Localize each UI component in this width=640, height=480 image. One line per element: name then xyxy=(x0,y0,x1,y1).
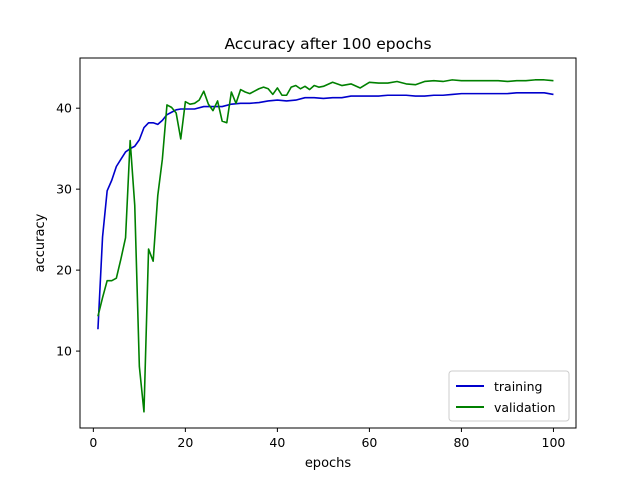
legend: training validation xyxy=(448,370,570,422)
x-axis: 0 20 40 60 80 100 xyxy=(89,428,565,450)
y-tick-label: 20 xyxy=(56,263,72,278)
series-layer xyxy=(97,79,554,413)
x-tick-label: 100 xyxy=(542,435,566,450)
y-tick-label: 10 xyxy=(56,344,72,359)
x-tick-label: 80 xyxy=(453,435,469,450)
y-tick-label: 30 xyxy=(56,182,72,197)
y-axis: 10 20 30 40 xyxy=(56,101,80,359)
series-line-validation xyxy=(97,79,554,413)
x-tick-label: 20 xyxy=(177,435,193,450)
x-tick-label: 0 xyxy=(89,435,97,450)
legend-label-validation: validation xyxy=(494,400,556,415)
y-tick-label: 40 xyxy=(56,101,72,116)
series-line-training xyxy=(97,92,554,330)
legend-box xyxy=(448,370,570,422)
y-axis-label: accuracy xyxy=(33,213,48,272)
plot-frame xyxy=(79,57,577,429)
x-axis-label: epochs xyxy=(305,456,352,471)
legend-label-training: training xyxy=(494,379,542,394)
x-tick-label: 40 xyxy=(269,435,285,450)
chart-title: Accuracy after 100 epochs xyxy=(224,35,431,53)
x-tick-label: 60 xyxy=(361,435,377,450)
